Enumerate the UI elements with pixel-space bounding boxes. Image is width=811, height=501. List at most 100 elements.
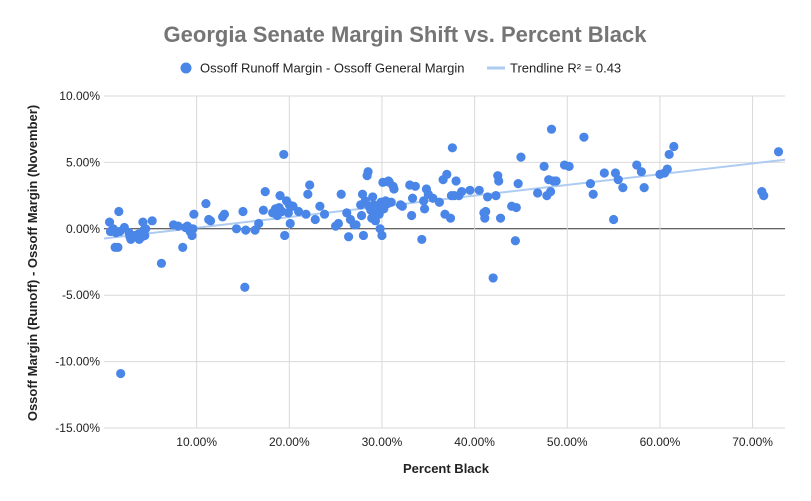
data-point: [773, 147, 784, 157]
y-tick-label: -5.00%: [62, 288, 100, 302]
data-point: [141, 224, 151, 234]
data-point: [632, 160, 642, 170]
data-point: [241, 225, 251, 235]
gridlines: [104, 95, 785, 429]
data-point: [417, 234, 427, 245]
data-point: [386, 197, 396, 207]
data-point: [293, 206, 304, 217]
data-point: [533, 188, 543, 198]
x-tick-label: 40.00%: [454, 435, 495, 449]
data-point: [445, 213, 456, 223]
data-point: [608, 214, 619, 225]
data-point: [494, 176, 504, 186]
y-axis-title: Ossoff Margin (Runoff) - Ossoff Margin (…: [25, 105, 40, 421]
data-point: [457, 187, 467, 197]
data-point: [238, 206, 248, 217]
x-tick-label: 10.00%: [176, 435, 217, 449]
data-point: [173, 221, 183, 231]
data-point: [205, 216, 216, 226]
data-point: [305, 180, 315, 190]
x-axis-ticks: 10.00% 20.00% 30.00% 40.00% 50.00% 60.00% 70.0…: [176, 435, 773, 449]
data-point: [419, 204, 430, 214]
legend-label-trendline: Trendline R² = 0.43: [510, 61, 621, 76]
data-point: [389, 184, 399, 194]
data-point: [516, 152, 526, 162]
data-point: [113, 242, 123, 252]
data-point: [639, 183, 649, 193]
data-point: [465, 185, 475, 195]
data-point: [599, 168, 609, 178]
data-point: [618, 183, 628, 193]
x-tick-label: 60.00%: [640, 435, 681, 449]
y-tick-label: -15.00%: [55, 421, 100, 435]
data-point: [397, 201, 407, 211]
y-axis-ticks: 10.00% 5.00% 0.00% -5.00% -10.00% -15.00%: [55, 89, 100, 435]
data-point: [283, 208, 293, 218]
data-point: [447, 143, 457, 153]
data-point: [351, 220, 361, 230]
x-tick-label: 50.00%: [547, 435, 588, 449]
data-point: [585, 179, 596, 189]
data-point: [333, 218, 344, 229]
data-points: [104, 124, 784, 379]
data-point: [201, 198, 211, 209]
data-point: [474, 185, 484, 195]
data-point: [231, 224, 242, 234]
trendline: [103, 158, 786, 240]
data-point: [410, 181, 420, 191]
data-point: [116, 368, 126, 379]
data-point: [275, 191, 285, 201]
data-point: [377, 230, 387, 241]
data-point: [407, 193, 418, 203]
data-point: [442, 169, 452, 179]
data-point: [539, 161, 549, 171]
data-point: [189, 209, 199, 219]
legend-label-scatter: Ossoff Runoff Margin - Ossoff General Ma…: [200, 61, 464, 76]
x-tick-label: 30.00%: [362, 435, 403, 449]
data-point: [363, 167, 373, 177]
data-point: [407, 210, 417, 221]
data-point: [564, 161, 574, 171]
data-point: [260, 187, 270, 197]
data-point: [344, 232, 354, 242]
data-point: [451, 176, 461, 186]
data-point: [511, 202, 521, 213]
y-tick-label: 10.00%: [59, 89, 100, 103]
data-point: [303, 189, 313, 199]
data-point: [579, 132, 589, 142]
data-point: [759, 191, 769, 201]
trendline-layer: [103, 158, 786, 240]
data-point: [315, 201, 325, 211]
data-point: [356, 210, 367, 221]
data-point: [488, 273, 498, 283]
data-point: [178, 242, 188, 252]
data-point: [280, 230, 290, 241]
data-point: [368, 192, 378, 202]
data-point: [664, 149, 674, 160]
data-point: [636, 167, 646, 177]
data-point: [551, 176, 561, 186]
data-point: [240, 282, 250, 292]
y-tick-label: 5.00%: [66, 155, 100, 169]
x-tick-label: 20.00%: [269, 435, 310, 449]
data-point: [319, 209, 330, 219]
legend: Ossoff Runoff Margin - Ossoff General Ma…: [180, 61, 621, 76]
data-point: [188, 224, 198, 234]
legend-marker-scatter: [180, 62, 192, 74]
data-point: [285, 218, 295, 229]
data-point: [510, 236, 520, 246]
data-point: [254, 218, 264, 229]
data-point: [114, 206, 124, 217]
data-point: [434, 197, 445, 207]
chart-title: Georgia Senate Margin Shift vs. Percent …: [164, 22, 648, 47]
data-point: [358, 230, 369, 241]
data-point: [588, 189, 598, 199]
x-tick-label: 70.00%: [732, 435, 773, 449]
data-point: [546, 124, 557, 134]
data-point: [513, 179, 523, 189]
x-axis-title: Percent Black: [403, 461, 490, 476]
data-point: [419, 196, 429, 206]
data-point: [156, 258, 167, 268]
